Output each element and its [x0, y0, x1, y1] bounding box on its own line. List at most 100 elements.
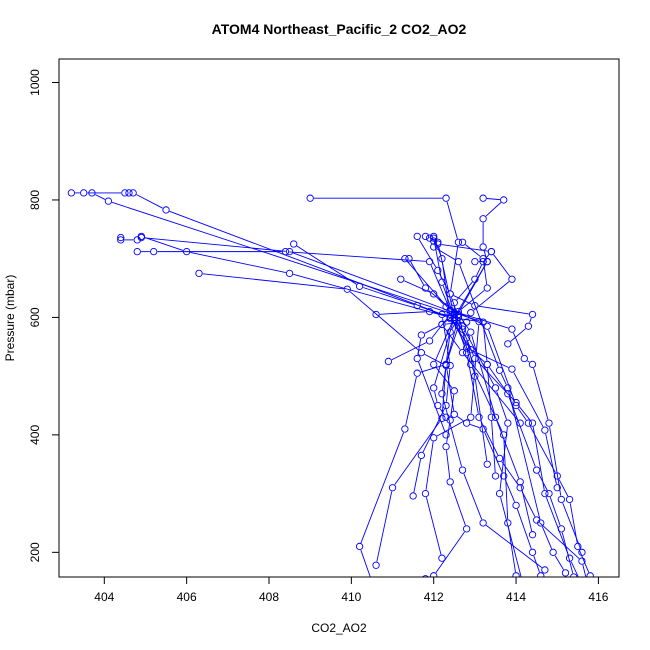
series-6-segment: [508, 397, 536, 467]
series-17-point: [491, 413, 500, 421]
series-19-point: [401, 255, 409, 263]
series-2-point: [467, 413, 475, 421]
series-11-segment: [463, 332, 474, 356]
series-0-point: [430, 572, 438, 577]
x-axis-label: CO2_AO2: [311, 621, 367, 635]
series-17-segment: [496, 420, 520, 479]
series-2-point: [475, 317, 483, 326]
series-19-point: [520, 354, 528, 363]
series-4-point: [117, 236, 125, 244]
series-15-segment: [533, 555, 540, 573]
series-21-point: [417, 331, 425, 339]
series-19-point: [578, 548, 586, 556]
series-0-segment: [434, 320, 454, 362]
series-15-point: [442, 360, 450, 369]
series-19-segment: [407, 261, 449, 308]
series-10-segment: [582, 564, 587, 577]
series-15-segment: [470, 423, 480, 429]
series-8-point: [446, 361, 454, 370]
series-17-point: [516, 478, 524, 486]
series-7-segment: [349, 291, 419, 351]
series-14-point: [442, 413, 450, 421]
series-10-point: [591, 608, 597, 614]
series-13-point: [413, 369, 421, 377]
series-18-segment: [418, 239, 437, 268]
series-11-segment: [545, 496, 569, 555]
series-7-segment: [424, 354, 443, 365]
series-2-point: [121, 189, 129, 197]
y-tick-label: 200: [28, 542, 42, 562]
series-12-point: [504, 384, 512, 392]
series-4-point: [117, 233, 125, 242]
series-14-point: [450, 299, 458, 307]
series-13-segment: [405, 376, 417, 426]
series-2-point: [80, 189, 88, 197]
series-7-segment: [463, 473, 483, 520]
series-10-point: [516, 484, 524, 492]
axes-group: 404 406 408 410 412 414 416 200 400 600 800 1000: [28, 69, 609, 604]
series-1-point: [388, 484, 397, 492]
series-19-segment: [562, 502, 581, 549]
series-2-segment: [169, 210, 447, 317]
series-17-segment: [471, 335, 495, 414]
series-21-segment: [417, 338, 422, 355]
series-15-segment: [457, 416, 464, 422]
series-13-segment: [420, 365, 443, 373]
series-16-point: [586, 572, 594, 577]
series-15-segment: [516, 508, 532, 549]
series-1-segment: [394, 421, 441, 485]
series-0-point: [479, 215, 487, 223]
series-0-point: [422, 575, 429, 577]
series-19-point: [446, 306, 454, 315]
series-18-point: [524, 322, 533, 330]
series-18-segment: [529, 317, 532, 323]
series-14-point: [430, 384, 438, 392]
series-5-point: [281, 247, 290, 256]
series-19-point: [508, 325, 516, 333]
series-10-segment: [501, 461, 519, 485]
plot-frame: [58, 58, 620, 578]
series-12-point: [537, 519, 545, 527]
series-15-segment: [433, 311, 455, 318]
series-6-segment: [190, 251, 286, 274]
series-11-segment: [570, 561, 579, 577]
series-10-point: [578, 557, 586, 565]
series-3-segment: [95, 194, 106, 200]
series-22-segment: [391, 342, 427, 361]
series-0-point: [442, 442, 450, 451]
series-8-segment: [363, 287, 414, 305]
chart-title: ATOM4 Northeast_Pacific_2 CO2_AO2: [212, 21, 467, 37]
series-1-point: [442, 194, 450, 202]
series-19-point: [528, 360, 537, 369]
series-2-point: [125, 189, 133, 197]
series-15-point: [512, 501, 520, 509]
series-16-segment: [517, 408, 527, 421]
series-14-segment: [434, 320, 454, 385]
series-11-segment: [518, 405, 531, 421]
series-21-segment: [461, 290, 485, 310]
x-tick-label: 410: [341, 590, 361, 604]
series-12-segment: [508, 391, 541, 520]
series-22-segment: [545, 433, 557, 485]
series-20-segment: [493, 254, 511, 277]
series-11-segment: [532, 426, 545, 490]
series-4-point: [285, 247, 294, 256]
series-12-segment: [459, 265, 499, 367]
series-1-point: [438, 414, 446, 423]
series-1-point: [372, 561, 380, 569]
series-1-point: [454, 238, 463, 246]
series-2-point: [67, 189, 76, 197]
series-22-point: [508, 365, 516, 373]
series-18-segment: [478, 305, 529, 315]
series-18-point: [446, 290, 454, 298]
series-20-point: [467, 309, 475, 317]
x-tick-label: 416: [588, 590, 608, 604]
series-7-point: [438, 390, 446, 398]
series-6-point: [137, 232, 146, 241]
series-8-point: [413, 302, 421, 310]
series-5-point: [133, 247, 141, 256]
series-4-segment: [483, 325, 488, 361]
series-22-segment: [451, 317, 466, 345]
